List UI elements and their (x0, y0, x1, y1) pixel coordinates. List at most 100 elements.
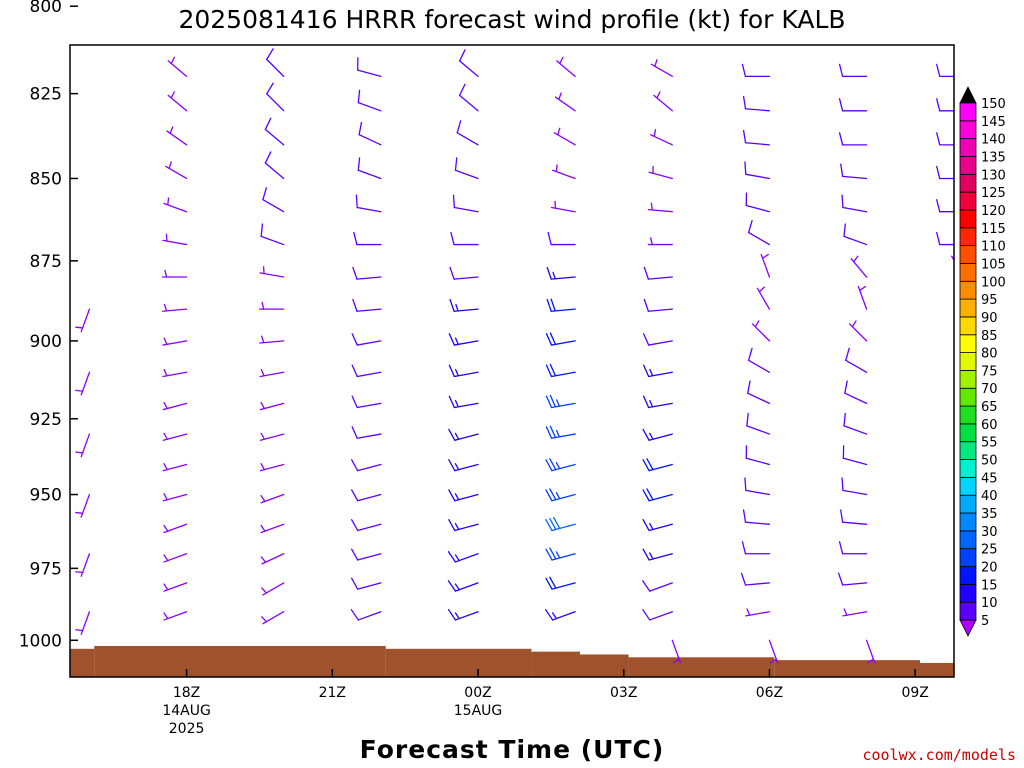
x-tick-label: 09Z (901, 685, 928, 701)
wind-barb (448, 489, 479, 502)
x-tick-sublabel: 2025 (169, 721, 205, 737)
colorbar-label: 20 (981, 561, 998, 576)
y-tick-label: 800 (30, 0, 62, 17)
barb-feather (843, 223, 846, 237)
barb-shaft (843, 425, 868, 435)
barb-feather (448, 395, 456, 409)
barb-half-feather (650, 202, 654, 211)
x-tick-sublabel: 15AUG (454, 703, 503, 719)
terrain-segment (580, 654, 629, 677)
barb-shaft (647, 276, 673, 280)
wind-barb (838, 63, 868, 78)
barb-half-feather (867, 658, 875, 664)
colorbar-label: 145 (981, 115, 1006, 130)
barb-half-feather (261, 616, 268, 623)
terrain-segment (628, 657, 775, 677)
barb-shaft (747, 392, 771, 405)
colorbar-label: 120 (981, 204, 1006, 219)
barb-half-feather (260, 524, 266, 532)
barb-half-feather (454, 463, 460, 471)
colorbar-cell (959, 316, 977, 336)
barb-feather (838, 63, 844, 78)
barb-feather (353, 231, 358, 246)
wind-barb (75, 611, 91, 635)
colorbar-label: 15 (981, 578, 998, 593)
wind-barb (449, 298, 479, 312)
wind-barb (75, 433, 91, 458)
barb-feather (840, 509, 844, 523)
colorbar-label: 45 (981, 471, 998, 486)
wind-barb (843, 223, 868, 246)
barb-half-feather (551, 612, 557, 620)
terrain-segment (94, 645, 386, 677)
wind-barb (850, 255, 868, 278)
colorbar-label: 70 (981, 382, 998, 397)
wind-barb (75, 371, 91, 396)
wind-barb (842, 0, 867, 6)
wind-barb (167, 56, 188, 78)
barb-half-feather (650, 237, 653, 246)
colorbar-cell (959, 566, 977, 585)
barb-feather (549, 394, 557, 408)
colorbar-cell (959, 601, 977, 621)
wind-barb (449, 266, 479, 280)
wind-barb (260, 223, 285, 246)
barb-feather (642, 428, 650, 441)
barb-feather (841, 477, 844, 492)
chart-title: 2025081416 HRRR forecast wind profile (k… (178, 5, 845, 34)
barb-shaft (260, 235, 285, 246)
barb-feather (838, 541, 844, 555)
barb-feather (448, 364, 456, 378)
wind-barb (163, 523, 188, 534)
barb-feather (448, 333, 456, 346)
x-tick-label: 03Z (610, 685, 637, 701)
colorbar-label: 75 (981, 364, 998, 379)
x-axis-label: Forecast Time (UTC) (360, 735, 665, 764)
wind-barb (747, 380, 771, 405)
colorbar-cell (959, 405, 977, 425)
barb-half-feather (164, 269, 168, 278)
y-tick-label: 950 (30, 486, 62, 506)
colorbar-cell (959, 476, 977, 496)
wind-barb (163, 611, 188, 621)
barb-feather (740, 572, 747, 586)
barb-shaft (356, 402, 382, 409)
credit-link[interactable]: coolwx.com/models (862, 746, 1016, 764)
wind-barb (162, 401, 188, 411)
colorbar-cell (959, 280, 977, 300)
barb-feather (549, 518, 557, 531)
wind-barb (355, 194, 382, 213)
barb-feather (747, 220, 753, 234)
wind-barb (448, 333, 479, 346)
wind-barb (259, 368, 285, 378)
barb-half-feather (555, 164, 558, 173)
barb-feather (936, 231, 941, 246)
colorbar-cell (959, 120, 977, 140)
barb-feather (642, 609, 651, 621)
barb-half-feather (170, 91, 175, 99)
barb-half-feather (169, 126, 174, 135)
wind-barb (843, 412, 868, 435)
barb-shaft (356, 340, 382, 346)
barb-feather (643, 298, 650, 312)
x-tick-label: 06Z (756, 685, 783, 701)
colorbar-cell (959, 298, 977, 318)
terrain-segment (70, 648, 95, 677)
wind-barb (550, 200, 576, 213)
barb-shaft (453, 206, 479, 213)
wind-barb (936, 63, 954, 78)
barb-half-feather (559, 56, 564, 65)
wind-barb (545, 576, 576, 590)
barb-shaft (842, 582, 868, 586)
wind-barb (165, 161, 188, 180)
colorbar-max-arrow (959, 86, 977, 104)
barb-feather (845, 347, 850, 361)
barb-feather (547, 231, 552, 246)
barb-half-feather (163, 337, 168, 346)
barb-feather (351, 333, 358, 346)
barb-shaft (266, 58, 285, 78)
barb-half-feather (454, 583, 460, 591)
wind-barb (350, 609, 382, 621)
y-tick-label: 925 (30, 410, 62, 430)
barb-feather (448, 459, 456, 472)
